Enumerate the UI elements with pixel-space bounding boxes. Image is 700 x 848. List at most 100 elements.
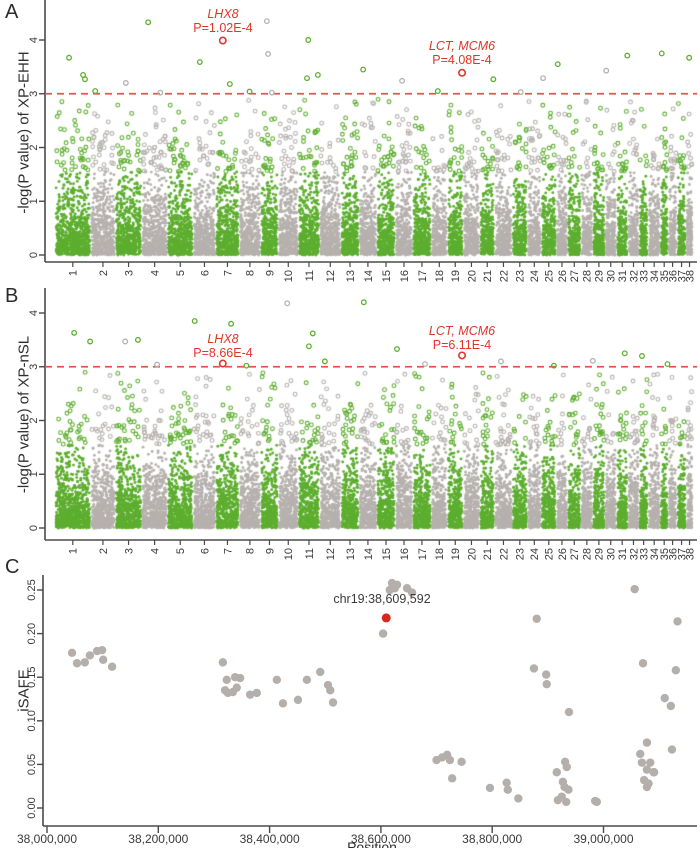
data-point	[422, 361, 428, 368]
annotation-lct-panel-a: LCT, MCM6 P=4.08E-4	[372, 39, 552, 67]
chromosome-tick-label: 8	[245, 270, 257, 276]
chromosome-tick-label: 24	[529, 270, 541, 282]
y-tick-label: 3	[28, 91, 40, 97]
chromosome-tick-label: 26	[557, 548, 569, 560]
data-point	[621, 350, 628, 357]
data-point	[284, 300, 291, 307]
chromosome-tick-label: 38	[684, 548, 696, 560]
data-point	[293, 695, 303, 705]
data-point	[664, 361, 671, 368]
chromosome-tick-label: 12	[325, 270, 337, 282]
chromosome-tick-label: 8	[245, 548, 257, 554]
chromosome-tick-label: 9	[264, 270, 276, 276]
data-point	[328, 698, 338, 707]
chromosome-tick-label: 16	[399, 270, 411, 282]
chromosome-tick-label: 29	[594, 548, 606, 560]
data-point	[85, 651, 95, 660]
data-point	[71, 329, 78, 336]
chromosome-tick-label: 26	[557, 270, 569, 282]
panel-a-y-axis-title: -log(P value) of XP-EHH	[15, 51, 33, 214]
data-point	[490, 76, 497, 83]
data-point	[649, 768, 659, 777]
annotation-lhx8-panel-a: LHX8 P=1.02E-4	[133, 7, 313, 35]
data-point	[191, 318, 198, 325]
data-point	[434, 88, 441, 95]
data-point	[226, 81, 233, 88]
chromosome-tick-label: 3	[123, 548, 135, 554]
data-point	[541, 670, 551, 679]
annotation-p-value: P=8.66E-4	[193, 345, 253, 360]
data-point	[445, 755, 455, 765]
annotated-hit-point	[218, 359, 227, 368]
data-point	[302, 675, 312, 685]
chromosome-tick-label: 37	[676, 548, 688, 560]
data-point	[636, 749, 645, 759]
annotated-hit-point	[458, 68, 467, 77]
data-point	[407, 588, 417, 597]
chromosome-tick-label: 19	[450, 270, 462, 282]
chromosome-tick-label: 25	[544, 548, 556, 560]
data-point	[321, 358, 328, 365]
data-point	[92, 88, 99, 95]
chromosome-tick-label: 14	[363, 270, 375, 282]
data-point	[589, 357, 596, 364]
y-tick-label: 3	[28, 364, 40, 370]
annotated-hit-point	[458, 351, 467, 360]
y-tick-label: 0	[28, 525, 40, 531]
data-point	[246, 88, 253, 95]
x-tick-label: 38,800,000	[462, 832, 522, 846]
chromosome-tick-label: 27	[569, 548, 581, 560]
data-point	[644, 779, 653, 788]
panel-c-x-axis-title: Position	[347, 839, 397, 848]
data-point	[592, 797, 602, 807]
data-point	[154, 361, 161, 368]
chromosome-tick-label: 30	[606, 270, 618, 282]
data-point	[278, 699, 288, 708]
chromosome-tick-label: 9	[264, 548, 276, 554]
data-point	[562, 797, 571, 807]
chromosome-tick-label: 13	[345, 270, 357, 282]
data-point	[399, 77, 406, 84]
data-point	[218, 658, 228, 667]
data-point	[642, 765, 652, 774]
chromosome-tick-label: 33	[638, 548, 650, 560]
data-point	[72, 659, 82, 668]
data-point	[624, 52, 631, 59]
data-point	[67, 648, 77, 657]
y-tick-label: 0.00	[26, 797, 38, 818]
x-tick-label: 39,000,000	[573, 832, 633, 846]
data-point	[99, 655, 108, 664]
data-point	[603, 67, 610, 74]
annotation-gene-name: LHX8	[207, 7, 239, 21]
chromosome-tick-label: 31	[617, 548, 629, 560]
data-point	[222, 675, 231, 685]
chromosome-tick-label: 27	[569, 270, 581, 282]
data-point	[196, 59, 203, 65]
annotated-hit-point	[218, 36, 227, 45]
data-point	[243, 362, 250, 369]
data-point	[671, 666, 681, 675]
data-point	[686, 54, 693, 61]
chromosome-tick-label: 4	[149, 270, 161, 276]
y-tick-label: 0.20	[26, 623, 38, 644]
highlighted-point	[381, 613, 391, 623]
data-point	[157, 89, 164, 96]
chromosome-tick-label: 33	[638, 270, 650, 282]
y-tick-label: 4	[28, 310, 40, 316]
annotation-gene-name: LCT, MCM6	[428, 324, 496, 338]
data-point	[263, 18, 270, 25]
y-tick-label: 0.25	[26, 579, 38, 600]
data-point	[232, 683, 241, 692]
chromosome-tick-label: 1	[68, 548, 80, 554]
data-point	[82, 76, 88, 83]
chromosome-tick-label: 23	[515, 548, 527, 560]
y-tick-label: 0.10	[26, 710, 38, 731]
y-tick-label: 4	[28, 37, 40, 43]
data-point	[316, 667, 325, 677]
data-point	[265, 51, 272, 57]
chromosome-tick-label: 15	[381, 270, 393, 282]
panel-c-highlight-label: chr19:38,609,592	[333, 592, 431, 606]
data-point	[532, 614, 541, 623]
data-point	[145, 19, 152, 26]
